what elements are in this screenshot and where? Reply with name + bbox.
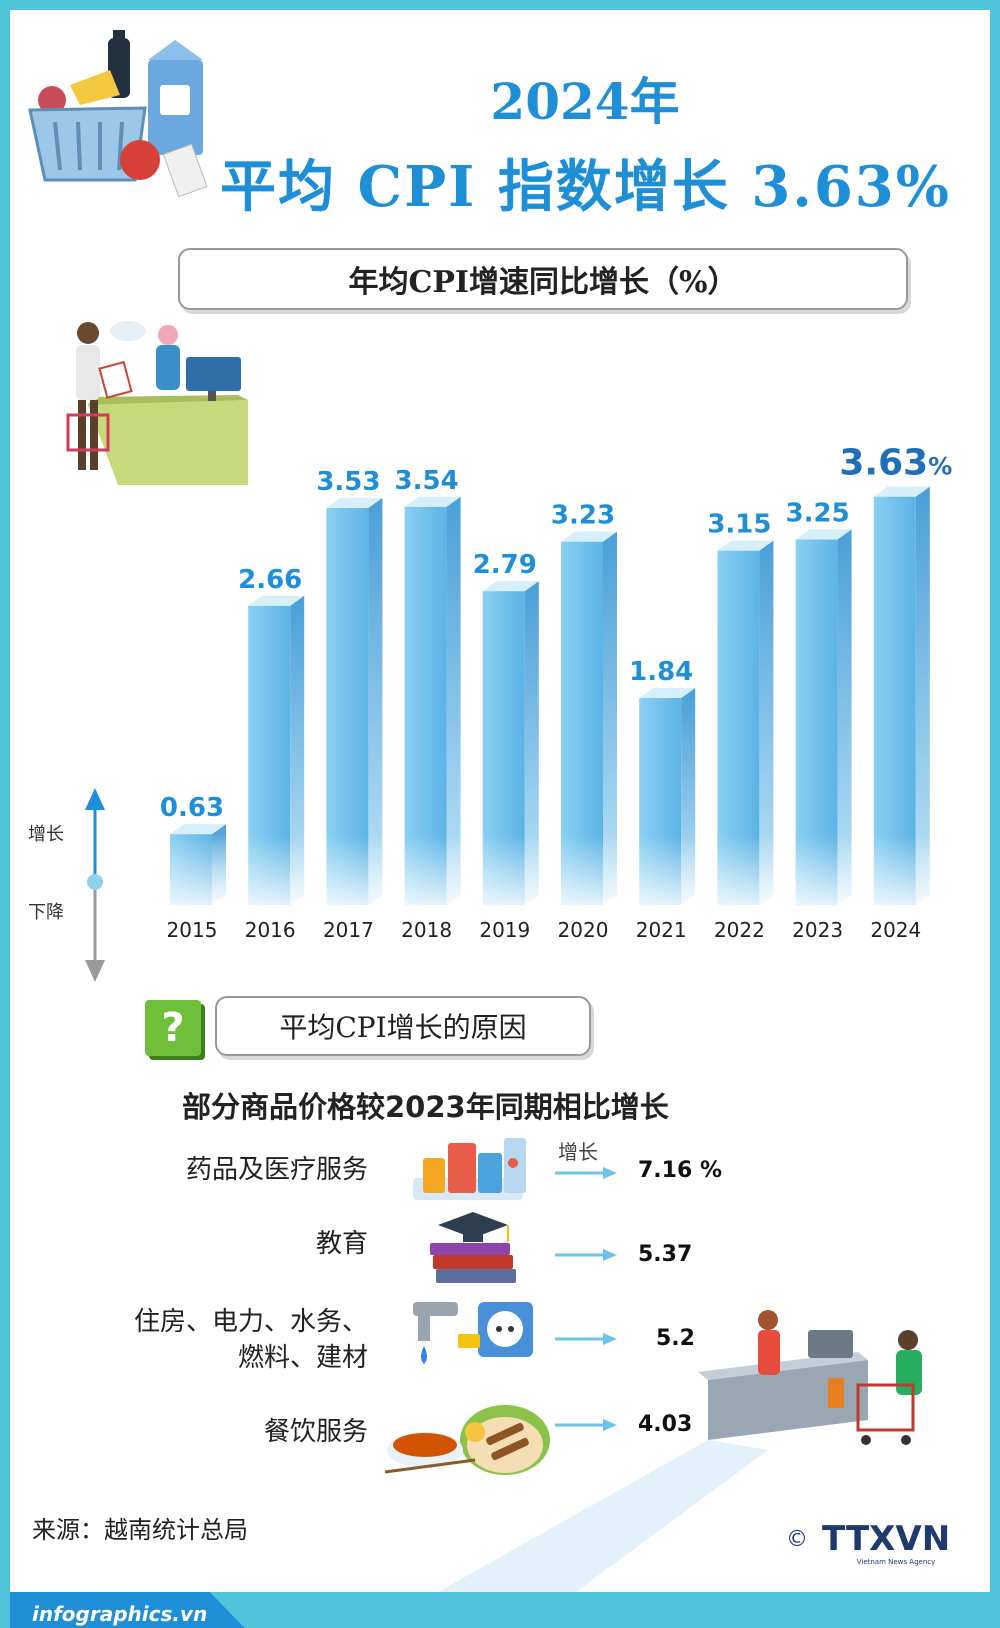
bar-2022 xyxy=(715,540,776,907)
reason-value-utilities: 5.2 xyxy=(656,1326,695,1351)
increase-arrow-icon xyxy=(555,1167,617,1179)
year-title: 2024年 xyxy=(490,72,680,131)
bar-top-2016 xyxy=(248,595,305,606)
value-label-2016: 2.66 xyxy=(238,565,302,595)
food-icon xyxy=(384,1405,550,1475)
bar-top-2021 xyxy=(639,688,696,698)
bar-side-2024 xyxy=(915,486,930,905)
bar-top-2017 xyxy=(326,497,383,508)
increase-arrow-icon xyxy=(555,1419,617,1431)
reasons-title: 平均CPI增长的原因 xyxy=(215,996,591,1056)
category-label-2015: 2015 xyxy=(167,918,218,942)
question-icon: ? xyxy=(145,1000,201,1056)
utilities-icon xyxy=(413,1302,533,1364)
increase-arrow-icon xyxy=(555,1333,617,1345)
bar-side-2017 xyxy=(368,497,383,905)
bar-2024 xyxy=(871,486,932,907)
bar-top-2020 xyxy=(561,531,617,542)
reason-label-utilities-line1: 住房、电力、水务、 xyxy=(133,1307,368,1337)
bar-2016 xyxy=(246,595,307,907)
up-down-arrow-icon xyxy=(85,788,105,982)
grocery-basket-icon xyxy=(28,30,208,198)
value-label-2018: 3.54 xyxy=(395,466,459,496)
bar-2019 xyxy=(480,581,541,907)
reasons-heading: 部分商品价格较2023年同期相比增长 xyxy=(182,1090,669,1124)
category-label-2021: 2021 xyxy=(636,918,687,942)
bar-fade-2020 xyxy=(559,835,619,907)
cpi-bar-chart: 0.63 2015 2.66 2016 3.53 2017 3.54 2018 2.79 2019… xyxy=(160,443,952,942)
shop-counter-icon xyxy=(388,1310,922,1620)
bar-2021 xyxy=(637,688,698,907)
bar-fade-2022 xyxy=(715,835,776,907)
bar-2015 xyxy=(168,824,228,907)
agency-logo-text: TTXVN xyxy=(822,1519,950,1559)
bar-top-2022 xyxy=(717,540,774,551)
bar-side-2020 xyxy=(603,531,617,905)
reason-label-food: 餐饮服务 xyxy=(263,1417,368,1447)
reason-value-education: 5.37 xyxy=(638,1242,693,1267)
bar-fade-2023 xyxy=(793,835,854,907)
agency-logo: © TTXVN Vietnam News Agency xyxy=(786,1519,950,1566)
category-label-2016: 2016 xyxy=(245,918,296,942)
value-label-2020: 3.23 xyxy=(551,501,615,531)
value-label-suffix: % xyxy=(928,453,952,481)
reason-label-education: 教育 xyxy=(315,1229,368,1259)
bar-side-2018 xyxy=(446,496,461,905)
bar-top-2015 xyxy=(170,824,226,835)
footer-bar xyxy=(10,1592,990,1628)
bar-top-2023 xyxy=(795,529,852,540)
bar-side-2016 xyxy=(290,595,305,905)
category-label-2018: 2018 xyxy=(401,918,452,942)
bar-top-2018 xyxy=(404,496,461,507)
bar-fade-2024 xyxy=(871,835,932,907)
bar-fade-2015 xyxy=(168,835,228,907)
bar-2020 xyxy=(559,531,619,907)
education-icon xyxy=(430,1212,516,1283)
bar-fade-2017 xyxy=(324,835,385,907)
legend-up-label: 增长 xyxy=(28,824,64,845)
legend-down-label: 下降 xyxy=(28,902,64,923)
category-label-2019: 2019 xyxy=(479,918,530,942)
value-label-2023: 3.25 xyxy=(786,498,850,528)
reason-value-food: 4.03 xyxy=(638,1412,693,1437)
category-label-2023: 2023 xyxy=(792,918,843,942)
bar-fade-2016 xyxy=(246,835,307,907)
reason-value-medicine: 7.16 % xyxy=(638,1158,722,1183)
bar-top-2024 xyxy=(873,486,930,497)
value-label-2015: 0.63 xyxy=(160,793,224,823)
arrow-label: 增长 xyxy=(558,1140,598,1164)
checkout-counter-icon xyxy=(66,321,248,485)
source-note: 来源：越南统计总局 xyxy=(32,1516,248,1544)
value-label-2022: 3.15 xyxy=(707,510,771,540)
category-label-2020: 2020 xyxy=(558,918,609,942)
bar-fade-2021 xyxy=(637,835,698,907)
medicine-icon xyxy=(413,1138,526,1200)
reason-label-medicine: 药品及医疗服务 xyxy=(185,1155,368,1185)
bar-2018 xyxy=(402,496,463,907)
bar-side-2022 xyxy=(759,540,774,905)
increase-arrow-icon xyxy=(555,1249,617,1261)
value-label-2021: 1.84 xyxy=(629,657,693,687)
bar-fade-2018 xyxy=(402,835,463,907)
value-label-2024: 3.63% xyxy=(839,443,952,484)
reason-label-utilities-line2: 燃料、建材 xyxy=(237,1343,368,1373)
category-label-2017: 2017 xyxy=(323,918,374,942)
bar-side-2019 xyxy=(524,581,539,905)
bar-top-2019 xyxy=(482,581,539,592)
bar-side-2023 xyxy=(837,529,852,905)
agency-subtitle: Vietnam News Agency xyxy=(857,1558,936,1566)
bar-2017 xyxy=(324,497,385,907)
chart-title: 年均CPI增速同比增长（%） xyxy=(178,248,908,310)
footer-site[interactable]: infographics.vn xyxy=(32,1602,208,1626)
bar-2023 xyxy=(793,529,854,907)
category-label-2024: 2024 xyxy=(870,918,921,942)
value-label-2017: 3.53 xyxy=(316,467,380,497)
main-title: 平均 CPI 指数增长 3.63% xyxy=(220,154,951,220)
copyright-mark: © xyxy=(786,1527,808,1552)
value-label-2019: 2.79 xyxy=(473,550,537,580)
category-label-2022: 2022 xyxy=(714,918,765,942)
bar-fade-2019 xyxy=(480,835,541,907)
